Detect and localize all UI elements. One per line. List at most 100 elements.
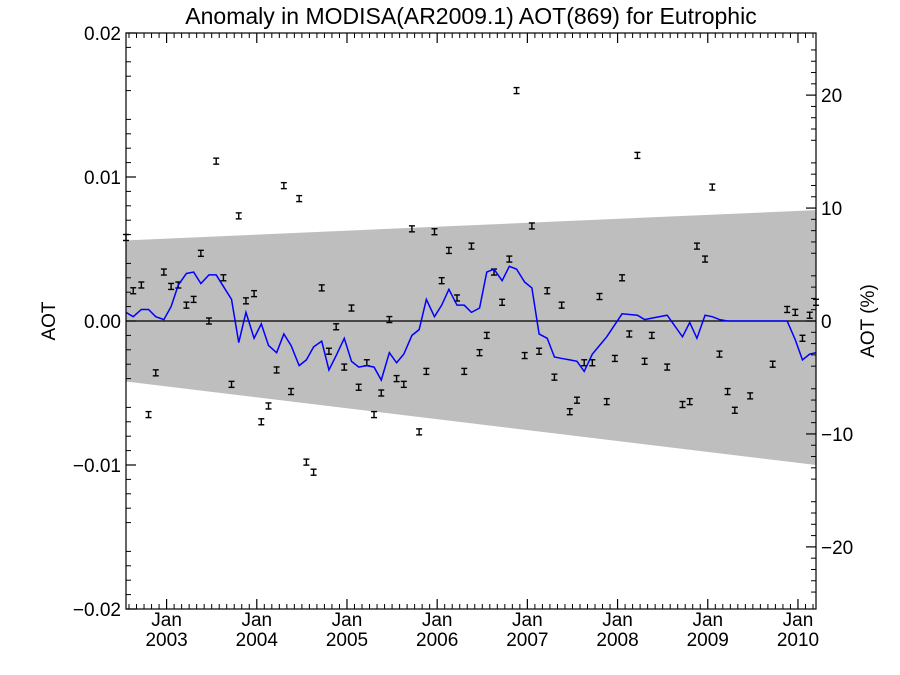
x-tick-month-label: Jan xyxy=(602,610,633,631)
data-point-errorbar xyxy=(784,305,791,314)
data-point-errorbar xyxy=(242,297,249,305)
data-point-errorbar xyxy=(551,373,558,381)
anomaly-points xyxy=(123,86,819,476)
y2-axis-label: AOT (%) xyxy=(858,284,879,358)
data-point-errorbar xyxy=(679,400,686,409)
data-point-errorbar xyxy=(318,284,325,292)
data-point-errorbar xyxy=(566,408,573,416)
data-point-errorbar xyxy=(152,369,159,377)
data-point-errorbar xyxy=(528,222,535,230)
data-point-errorbar xyxy=(273,366,280,374)
data-point-errorbar xyxy=(251,289,258,298)
data-point-errorbar xyxy=(461,367,468,376)
data-point-errorbar xyxy=(634,151,641,160)
x-tick-year-label: 2004 xyxy=(236,630,279,651)
uncertainty-band xyxy=(126,210,816,465)
data-point-errorbar xyxy=(348,304,355,312)
y-tick-label: 0.00 xyxy=(84,312,121,333)
data-point-errorbar xyxy=(693,242,700,250)
data-point-errorbar xyxy=(183,301,190,309)
x-tick-year-label: 2008 xyxy=(596,630,638,651)
data-point-errorbar xyxy=(506,255,513,263)
smoothed-anomaly-line xyxy=(125,265,817,382)
data-point-errorbar xyxy=(213,157,220,165)
data-point-errorbar xyxy=(145,410,152,419)
data-point-errorbar xyxy=(296,194,303,203)
data-point-errorbar xyxy=(536,347,543,355)
data-point-errorbar xyxy=(197,249,204,258)
data-point-errorbar xyxy=(731,406,738,414)
data-point-errorbar xyxy=(521,351,528,360)
data-point-errorbar xyxy=(716,350,723,358)
y2-tick-label: 20 xyxy=(821,86,842,107)
data-point-errorbar xyxy=(709,183,716,191)
x-tick-month-label: Jan xyxy=(241,610,272,631)
y-tick-label: 0.02 xyxy=(84,24,121,45)
x-tick-year-label: 2003 xyxy=(145,630,187,651)
data-point-errorbar xyxy=(220,274,227,282)
data-point-errorbar xyxy=(288,387,295,396)
data-point-errorbar xyxy=(558,301,565,309)
data-point-errorbar xyxy=(423,367,430,376)
data-point-errorbar xyxy=(325,347,332,355)
data-point-errorbar xyxy=(190,295,197,304)
data-point-errorbar xyxy=(747,392,754,400)
x-tick-year-label: 2007 xyxy=(506,630,548,651)
y2-tick-label: 10 xyxy=(821,199,842,220)
data-point-errorbar xyxy=(400,380,407,389)
y2-tick-label: −10 xyxy=(821,425,853,446)
data-point-errorbar xyxy=(445,246,452,255)
data-point-errorbar xyxy=(476,348,483,357)
x-tick-month-label: Jan xyxy=(692,610,723,631)
data-point-errorbar xyxy=(416,428,423,436)
x-tick-month-label: Jan xyxy=(151,610,182,631)
data-point-errorbar xyxy=(603,397,610,406)
data-point-errorbar xyxy=(138,281,145,289)
x-tick-month-label: Jan xyxy=(332,610,363,631)
data-point-errorbar xyxy=(513,86,520,95)
y-tick-label: −0.01 xyxy=(73,456,121,477)
y2-tick-label: −20 xyxy=(821,538,853,559)
data-point-errorbar xyxy=(648,331,655,340)
x-tick-month-label: Jan xyxy=(783,610,814,631)
data-point-errorbar xyxy=(626,330,633,338)
data-point-errorbar xyxy=(438,276,445,285)
y-tick-label: 0.01 xyxy=(84,168,121,189)
x-tick-month-label: Jan xyxy=(512,610,543,631)
data-point-errorbar xyxy=(333,323,340,331)
data-point-errorbar xyxy=(806,311,813,319)
x-tick-year-label: 2009 xyxy=(687,630,729,651)
data-point-errorbar xyxy=(792,308,799,317)
y-tick-label: −0.02 xyxy=(73,600,121,621)
data-point-errorbar xyxy=(303,458,310,466)
x-tick-month-label: Jan xyxy=(422,610,453,631)
data-point-errorbar xyxy=(573,396,580,404)
data-point-errorbar xyxy=(393,374,400,383)
data-point-errorbar xyxy=(378,389,385,397)
data-point-errorbar xyxy=(431,228,438,236)
data-point-errorbar xyxy=(310,468,317,476)
data-point-errorbar xyxy=(341,363,348,371)
data-point-errorbar xyxy=(611,354,618,363)
chart-title: Anomaly in MODISA(AR2009.1) AOT(869) for… xyxy=(185,3,756,29)
data-point-errorbar xyxy=(160,268,167,276)
data-point-errorbar xyxy=(280,181,287,190)
y2-tick-label: 0 xyxy=(821,312,832,333)
data-point-errorbar xyxy=(228,380,235,389)
data-point-errorbar xyxy=(702,255,709,263)
data-point-errorbar xyxy=(371,410,378,419)
data-point-errorbar xyxy=(686,397,693,406)
x-tick-year-label: 2005 xyxy=(326,630,368,651)
data-point-errorbar xyxy=(355,383,362,391)
x-tick-year-label: 2006 xyxy=(416,630,458,651)
data-point-errorbar xyxy=(799,334,806,342)
x-tick-year-label: 2010 xyxy=(777,630,819,651)
data-point-errorbar xyxy=(468,242,475,250)
data-point-errorbar xyxy=(205,317,212,325)
data-point-errorbar xyxy=(641,357,648,366)
data-point-errorbar xyxy=(544,287,551,295)
data-point-errorbar xyxy=(664,363,671,371)
data-point-errorbar xyxy=(769,360,776,368)
data-point-errorbar xyxy=(724,387,731,396)
